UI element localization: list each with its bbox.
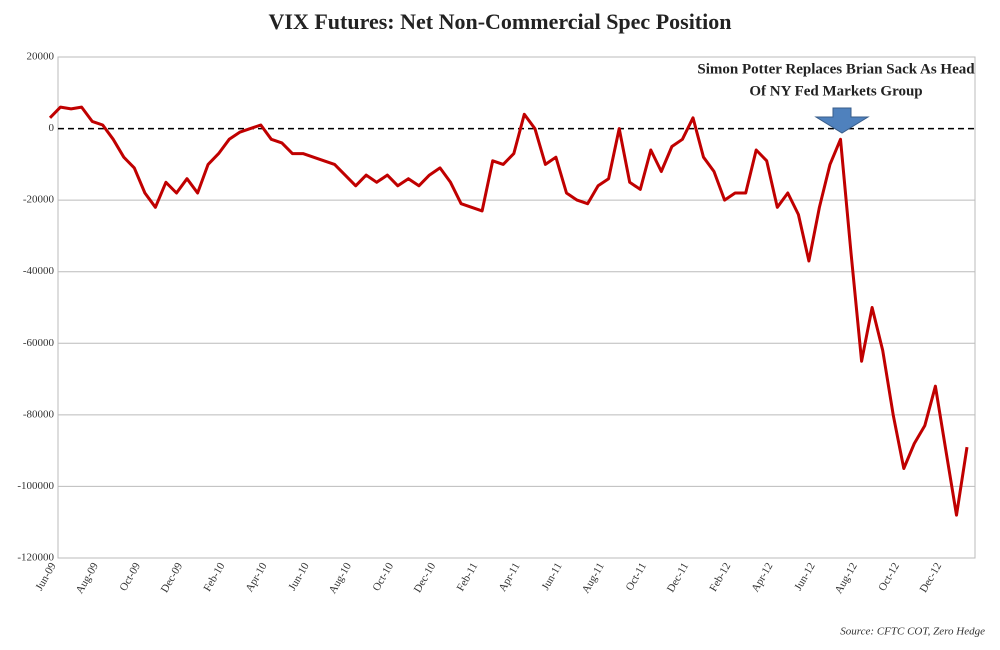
annotation-line: Of NY Fed Markets Group	[749, 83, 922, 99]
y-tick-label: -120000	[17, 552, 54, 564]
y-tick-label: 0	[49, 122, 55, 134]
chart-title: VIX Futures: Net Non-Commercial Spec Pos…	[269, 9, 732, 34]
x-tick-label: Dec-11	[665, 561, 691, 595]
x-tick-label: Jun-11	[540, 561, 565, 593]
source-note: Source: CFTC COT, Zero Hedge	[840, 626, 985, 638]
annotation-arrow	[814, 107, 870, 134]
x-tick-label: Aug-12	[833, 561, 860, 596]
x-tick-label: Oct-09	[117, 560, 143, 593]
x-tick-label: Feb-10	[201, 560, 227, 593]
x-tick-label: Feb-12	[707, 561, 733, 594]
x-tick-label: Feb-11	[455, 561, 481, 594]
plot-area	[57, 56, 976, 559]
x-tick-label: Aug-10	[327, 560, 354, 596]
x-tick-label: Apr-12	[749, 561, 775, 594]
x-tick-label: Dec-10	[412, 560, 439, 594]
x-tick-label: Oct-12	[876, 561, 902, 593]
x-tick-label: Dec-09	[159, 560, 186, 594]
x-tick-label: Jun-09	[33, 560, 59, 592]
annotation-line: Simon Potter Replaces Brian Sack As Head	[697, 61, 975, 77]
y-tick-label: -40000	[23, 265, 55, 277]
x-tick-label: Jun-12	[792, 561, 817, 593]
x-tick-label: Oct-10	[370, 560, 396, 593]
x-tick-label: Dec-12	[918, 561, 945, 595]
x-tick-label: Jun-10	[286, 560, 312, 592]
y-tick-label: -80000	[23, 408, 55, 420]
x-tick-label: Apr-11	[497, 561, 523, 594]
x-tick-label: Aug-09	[74, 560, 101, 596]
x-tick-label: Apr-10	[243, 560, 269, 594]
x-tick-label: Oct-11	[624, 561, 649, 593]
y-tick-label: -20000	[23, 194, 55, 206]
x-tick-label: Aug-11	[580, 561, 607, 596]
data-line	[48, 105, 969, 517]
y-tick-label: -100000	[17, 480, 54, 492]
y-tick-label: -60000	[23, 337, 55, 349]
y-tick-label: 20000	[27, 51, 55, 63]
